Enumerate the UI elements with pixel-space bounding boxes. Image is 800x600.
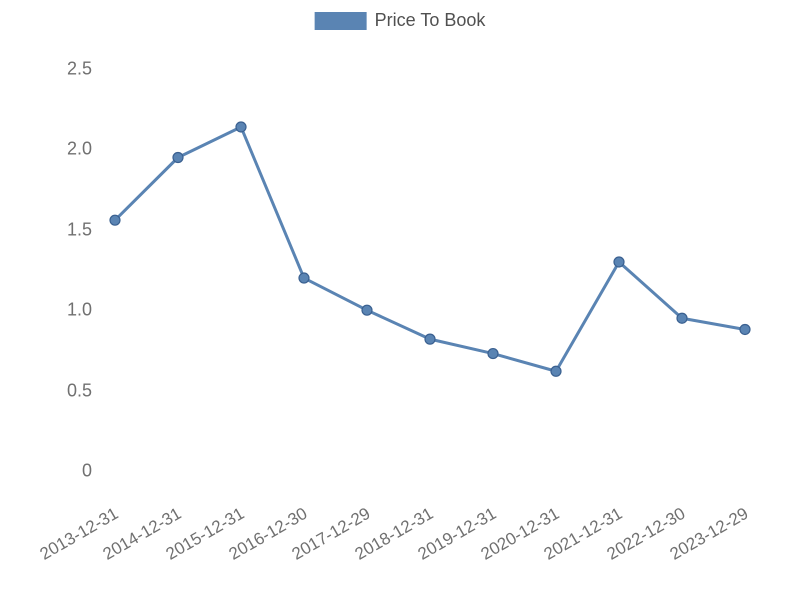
data-point (299, 273, 309, 283)
data-point (110, 215, 120, 225)
data-point (740, 324, 750, 334)
data-point (425, 334, 435, 344)
y-tick-label: 0.5 (67, 380, 92, 401)
y-tick-label: 1.0 (67, 300, 92, 321)
y-tick-label: 0 (82, 460, 92, 481)
data-point (677, 313, 687, 323)
chart-container: Price To Book 00.51.01.52.02.52013-12-31… (0, 0, 800, 600)
y-tick-label: 1.5 (67, 219, 92, 240)
y-tick-label: 2.0 (67, 139, 92, 160)
data-point (614, 257, 624, 267)
data-point (173, 153, 183, 163)
data-point (362, 305, 372, 315)
data-point (488, 349, 498, 359)
data-point (236, 122, 246, 132)
y-tick-label: 2.5 (67, 59, 92, 80)
data-point (551, 366, 561, 376)
